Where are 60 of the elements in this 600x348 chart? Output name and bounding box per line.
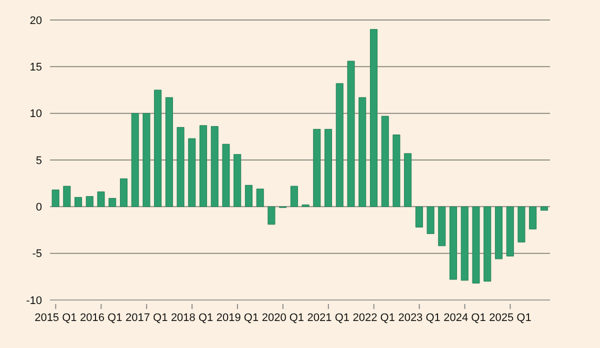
bar [120,178,128,207]
bar [358,97,366,207]
bar [244,184,252,207]
x-tick-label: 2018 Q1 [170,312,214,324]
bar [347,60,355,207]
y-tick-label: 0 [36,202,42,214]
bar [381,116,389,207]
bar [494,206,502,260]
bar [63,186,71,207]
bar [392,134,400,207]
bar [336,83,344,207]
y-tick-label: 15 [30,62,42,74]
x-tick-label: 2019 Q1 [216,312,259,324]
x-tick-label: 2022 Q1 [352,312,395,324]
bar [450,206,458,280]
x-tick-label: 2023 Q1 [398,312,440,324]
bar [108,198,116,207]
bar [176,127,184,207]
bar [324,128,332,207]
bar [529,206,537,230]
bar [290,186,298,207]
bar [188,138,196,207]
bar [415,206,423,228]
bar [438,206,446,246]
bar [472,206,480,284]
bar [74,197,82,207]
x-tick-label: 2024 Q1 [444,312,486,324]
bar [426,206,434,234]
bar [404,153,412,207]
bar [370,29,378,207]
bar [460,206,468,281]
bar [97,191,105,207]
y-tick-label: 20 [30,14,42,27]
bar [222,144,230,207]
bar [154,90,162,207]
bar [518,206,526,242]
bar [506,206,514,256]
bar [52,190,60,207]
bar [131,113,139,207]
y-tick-label: 5 [36,154,42,167]
y-tick-label: 10 [30,108,42,120]
bar [200,125,208,207]
bar [313,128,321,207]
x-tick-label: 2025 Q1 [489,312,532,324]
bar [142,113,150,207]
x-tick-label: 2015 Q1 [34,312,77,324]
bar [165,97,173,207]
x-tick-label: 2017 Q1 [125,312,168,324]
y-tick-label: -10 [26,294,42,307]
bar [234,154,242,207]
x-tick-label: 2021 Q1 [307,312,350,324]
bar [86,196,94,207]
y-tick-label: -5 [32,248,42,260]
bar [256,188,264,207]
bar [540,206,548,211]
bar [484,206,492,282]
bar [210,126,218,207]
bar [268,206,276,225]
x-tick-label: 2020 Q1 [262,312,304,324]
x-tick-label: 2016 Q1 [80,312,122,324]
